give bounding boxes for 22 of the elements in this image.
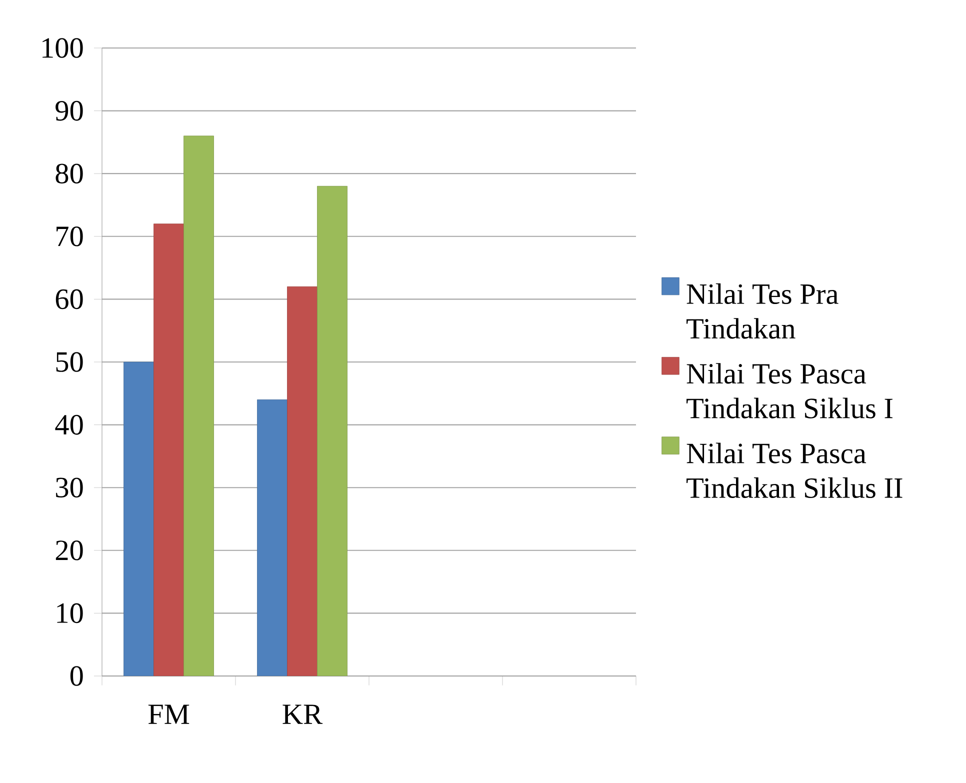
y-tick-label: 100 bbox=[42, 38, 83, 58]
legend-label: Nilai Tes Pasca Tindakan Siklus II bbox=[686, 442, 902, 498]
legend-label: Nilai Tes Pra Tindakan bbox=[686, 283, 838, 339]
y-tick-label: 40 bbox=[55, 414, 83, 435]
x-tick-label: FM bbox=[148, 704, 190, 724]
bar bbox=[184, 136, 214, 676]
bar bbox=[154, 224, 184, 676]
y-tick-label: 10 bbox=[57, 603, 83, 624]
y-tick-label: 30 bbox=[56, 478, 83, 498]
bar bbox=[287, 286, 318, 676]
x-tick-label: KR bbox=[282, 704, 323, 724]
bar bbox=[124, 362, 154, 676]
y-tick-label: 80 bbox=[56, 164, 83, 184]
legend-label: Nilai Tes Pasca Tindakan Siklus I bbox=[686, 363, 892, 418]
y-tick-label: 70 bbox=[56, 226, 83, 246]
y-tick-label: 50 bbox=[56, 352, 83, 372]
y-tick-label: 90 bbox=[56, 100, 83, 121]
y-tick-label: 60 bbox=[56, 289, 83, 310]
bar bbox=[317, 186, 348, 676]
y-tick-label: 0 bbox=[70, 666, 83, 686]
bar bbox=[257, 399, 288, 676]
y-tick-label: 20 bbox=[56, 540, 83, 560]
